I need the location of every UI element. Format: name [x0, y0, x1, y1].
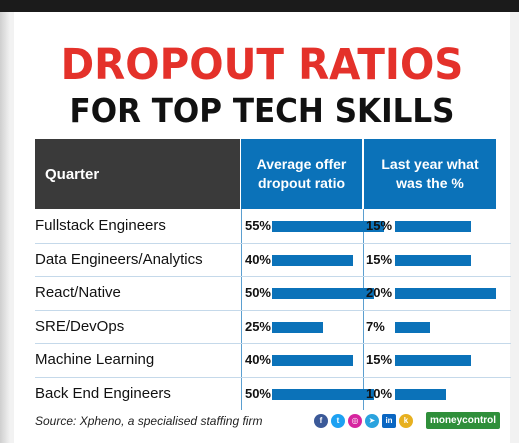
header-quarter: Quarter — [35, 139, 240, 209]
last-year-value: 7% — [366, 318, 385, 334]
last-year-bar — [395, 254, 471, 266]
avg-dropout-bar — [272, 254, 354, 266]
last-year-bar — [395, 221, 471, 232]
last-year-bar — [395, 355, 471, 366]
avg-dropout-bar — [272, 388, 374, 400]
table-row: Machine Learning 40% 15% — [14, 343, 510, 376]
header-avg-offer: Average offer dropout ratio — [241, 139, 362, 209]
row-divider — [35, 276, 511, 277]
avg-dropout-bar — [272, 221, 384, 232]
row-label: Fullstack Engineers — [35, 217, 166, 234]
table-row: SRE/DevOps 25% 7% — [14, 310, 510, 343]
last-year-value: 20% — [366, 285, 393, 300]
header-last-year: Last year what was the % — [364, 139, 496, 209]
left-shadow — [0, 12, 10, 443]
table-row: Data Engineers/Analytics 40% 15% — [14, 243, 510, 276]
avg-dropout-value: 40% — [244, 251, 271, 267]
avg-dropout-value: 50% — [244, 385, 271, 401]
header-quarter-label: Quarter — [45, 165, 100, 183]
table-row: React/Native 50% 20% — [14, 276, 510, 309]
moneycontrol-logo: moneycontrol — [426, 412, 500, 429]
row-divider — [35, 309, 511, 311]
row-label: Back End Engineers — [35, 384, 171, 402]
top-strip — [0, 0, 519, 12]
last-year-bar — [395, 321, 431, 333]
source-note: Source: Xpheno, a specialised staffing f… — [35, 414, 263, 428]
avg-dropout-value: 25% — [244, 318, 271, 334]
twitter-icon[interactable]: t — [331, 414, 345, 428]
header-avg-line1: Average offer — [256, 156, 347, 172]
avg-dropout-value: 55% — [244, 218, 271, 233]
instagram-icon[interactable]: ◎ — [348, 414, 362, 428]
last-year-bar — [395, 288, 496, 299]
avg-dropout-value: 50% — [244, 285, 271, 300]
facebook-icon[interactable]: f — [314, 414, 328, 428]
header-last-line1: Last year what — [381, 156, 479, 172]
linkedin-icon[interactable]: in — [382, 414, 396, 428]
table-row: Fullstack Engineers 55% 15% — [14, 209, 510, 242]
row-label: Machine Learning — [35, 351, 155, 368]
title-line2: FOR TOP TECH SKILLS — [69, 91, 455, 130]
row-divider — [35, 343, 511, 344]
avg-dropout-bar — [272, 321, 323, 333]
row-divider — [35, 376, 511, 378]
avg-dropout-bar — [272, 355, 354, 366]
row-label: Data Engineers/Analytics — [35, 250, 203, 268]
avg-dropout-bar — [272, 288, 374, 299]
last-year-value: 10% — [366, 385, 393, 401]
telegram-icon[interactable]: ➤ — [365, 414, 379, 428]
header-avg-line2: dropout ratio — [257, 175, 346, 191]
last-year-bar — [395, 388, 446, 400]
last-year-value: 15% — [366, 251, 393, 267]
avg-dropout-value: 40% — [244, 352, 271, 367]
last-year-value: 15% — [366, 352, 393, 367]
koo-icon[interactable]: k — [399, 414, 413, 428]
row-label: SRE/DevOps — [35, 317, 125, 335]
header-last-line2: was the % — [396, 175, 464, 191]
title-line1: DROPOUT RATIOS — [60, 40, 464, 90]
infographic-card: DROPOUT RATIOS FOR TOP TECH SKILLS Quart… — [14, 12, 511, 443]
row-label: React/Native — [35, 284, 121, 301]
row-divider — [35, 242, 511, 244]
table-row: Back End Engineers 50% 10% — [14, 377, 510, 410]
last-year-value: 15% — [366, 218, 393, 233]
